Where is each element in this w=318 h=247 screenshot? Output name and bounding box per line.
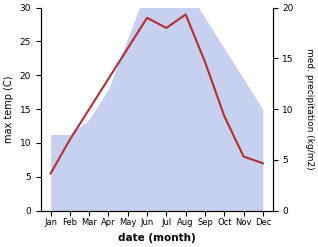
Y-axis label: max temp (C): max temp (C) bbox=[4, 75, 14, 143]
X-axis label: date (month): date (month) bbox=[118, 233, 196, 243]
Y-axis label: med. precipitation (kg/m2): med. precipitation (kg/m2) bbox=[305, 48, 314, 170]
